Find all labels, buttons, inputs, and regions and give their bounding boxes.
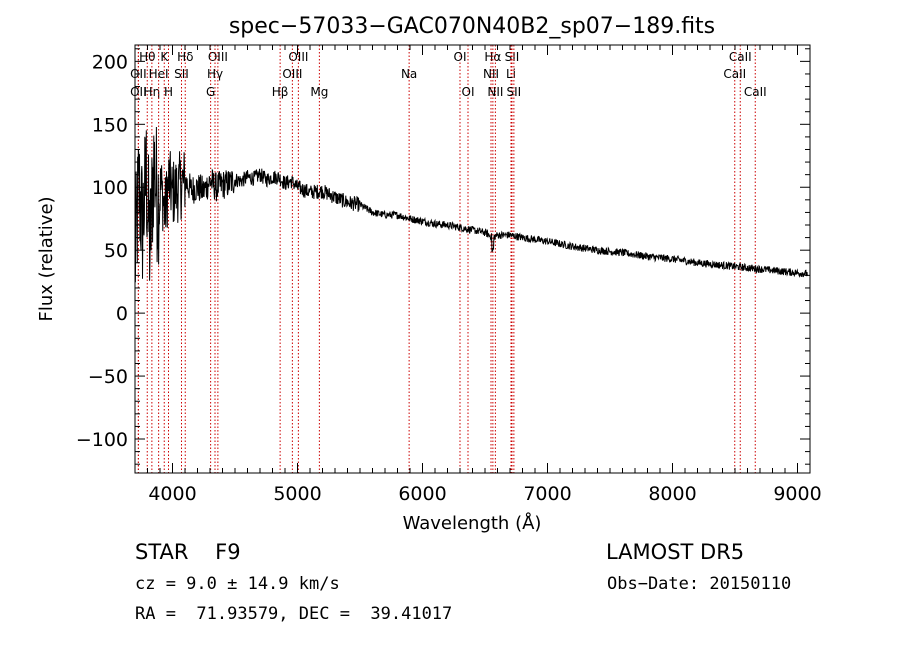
spectral-line-label: Hγ	[207, 67, 223, 81]
spectral-line-label: CaII	[729, 50, 752, 64]
spectral-line-label: Hθ	[139, 50, 155, 64]
spectral-line-label: H	[164, 85, 173, 99]
spectrum-series	[134, 126, 808, 283]
spectral-line-label: OI	[462, 85, 475, 99]
spectral-line-label: Mg	[310, 85, 328, 99]
y-tick-label: −100	[76, 429, 128, 451]
spectral-line-label: G	[206, 85, 215, 99]
x-tick-label: 5000	[273, 483, 321, 505]
spectral-line-label: Hα	[484, 50, 501, 64]
x-tick-label: 6000	[398, 483, 446, 505]
spectral-line-label: OIII	[208, 50, 228, 64]
spectral-line-label: SII	[505, 50, 520, 64]
plot-frame	[134, 44, 811, 474]
redshift-text: cz = 9.0 ± 14.9 km/s	[135, 574, 340, 594]
y-tick-label: 50	[104, 240, 128, 262]
y-tick-label: −50	[88, 366, 128, 388]
spectral-line-label: Na	[401, 67, 417, 81]
obs-date-text: Obs−Date: 20150110	[607, 574, 792, 594]
spectral-line-label: NII	[487, 85, 503, 99]
spectral-line-label: OIII	[282, 67, 302, 81]
spectral-line-label: Hβ	[272, 85, 289, 99]
y-tick-label: 150	[92, 114, 128, 136]
spectrum-line	[134, 126, 808, 283]
spectral-line-label: CaII	[723, 67, 746, 81]
spectral-line-label: OIII	[288, 50, 308, 64]
spectral-line-label: CaII	[744, 85, 767, 99]
x-tick-label: 4000	[148, 483, 196, 505]
spectral-line-label: Hδ	[177, 50, 193, 64]
spectral-line-label: K	[160, 50, 169, 64]
spectral-line-label: SII	[507, 85, 522, 99]
x-axis-label: Wavelength (Å)	[403, 512, 542, 534]
spectral-line-label: HeI	[149, 67, 169, 81]
x-tick-label: 7000	[523, 483, 571, 505]
axes: 4000 5000 6000 7000 8000 9000 −100 −50 0 50 100 150…	[76, 45, 822, 505]
spectral-line-label: Hη	[144, 85, 161, 99]
spectral-line-label: NII	[483, 67, 499, 81]
object-class-text: STAR F9	[135, 540, 241, 564]
y-tick-label: 100	[92, 177, 128, 199]
spectral-line-label: OI	[454, 50, 467, 64]
x-tick-label: 8000	[648, 483, 696, 505]
x-tick-label: 9000	[773, 483, 821, 505]
chart-title: spec−57033−GAC070N40B2_sp07−189.fits	[229, 14, 715, 39]
y-tick-label: 200	[92, 51, 128, 73]
survey-text: LAMOST DR5	[606, 540, 745, 564]
y-tick-label: 0	[116, 303, 128, 325]
spectral-line-label: SII	[174, 67, 189, 81]
spectral-line-label: Li	[506, 67, 516, 81]
spectral-line-label: OII	[130, 85, 147, 99]
coordinates-text: RA = 71.93579, DEC = 39.41017	[135, 604, 453, 624]
y-axis-label: Flux (relative)	[36, 196, 57, 321]
